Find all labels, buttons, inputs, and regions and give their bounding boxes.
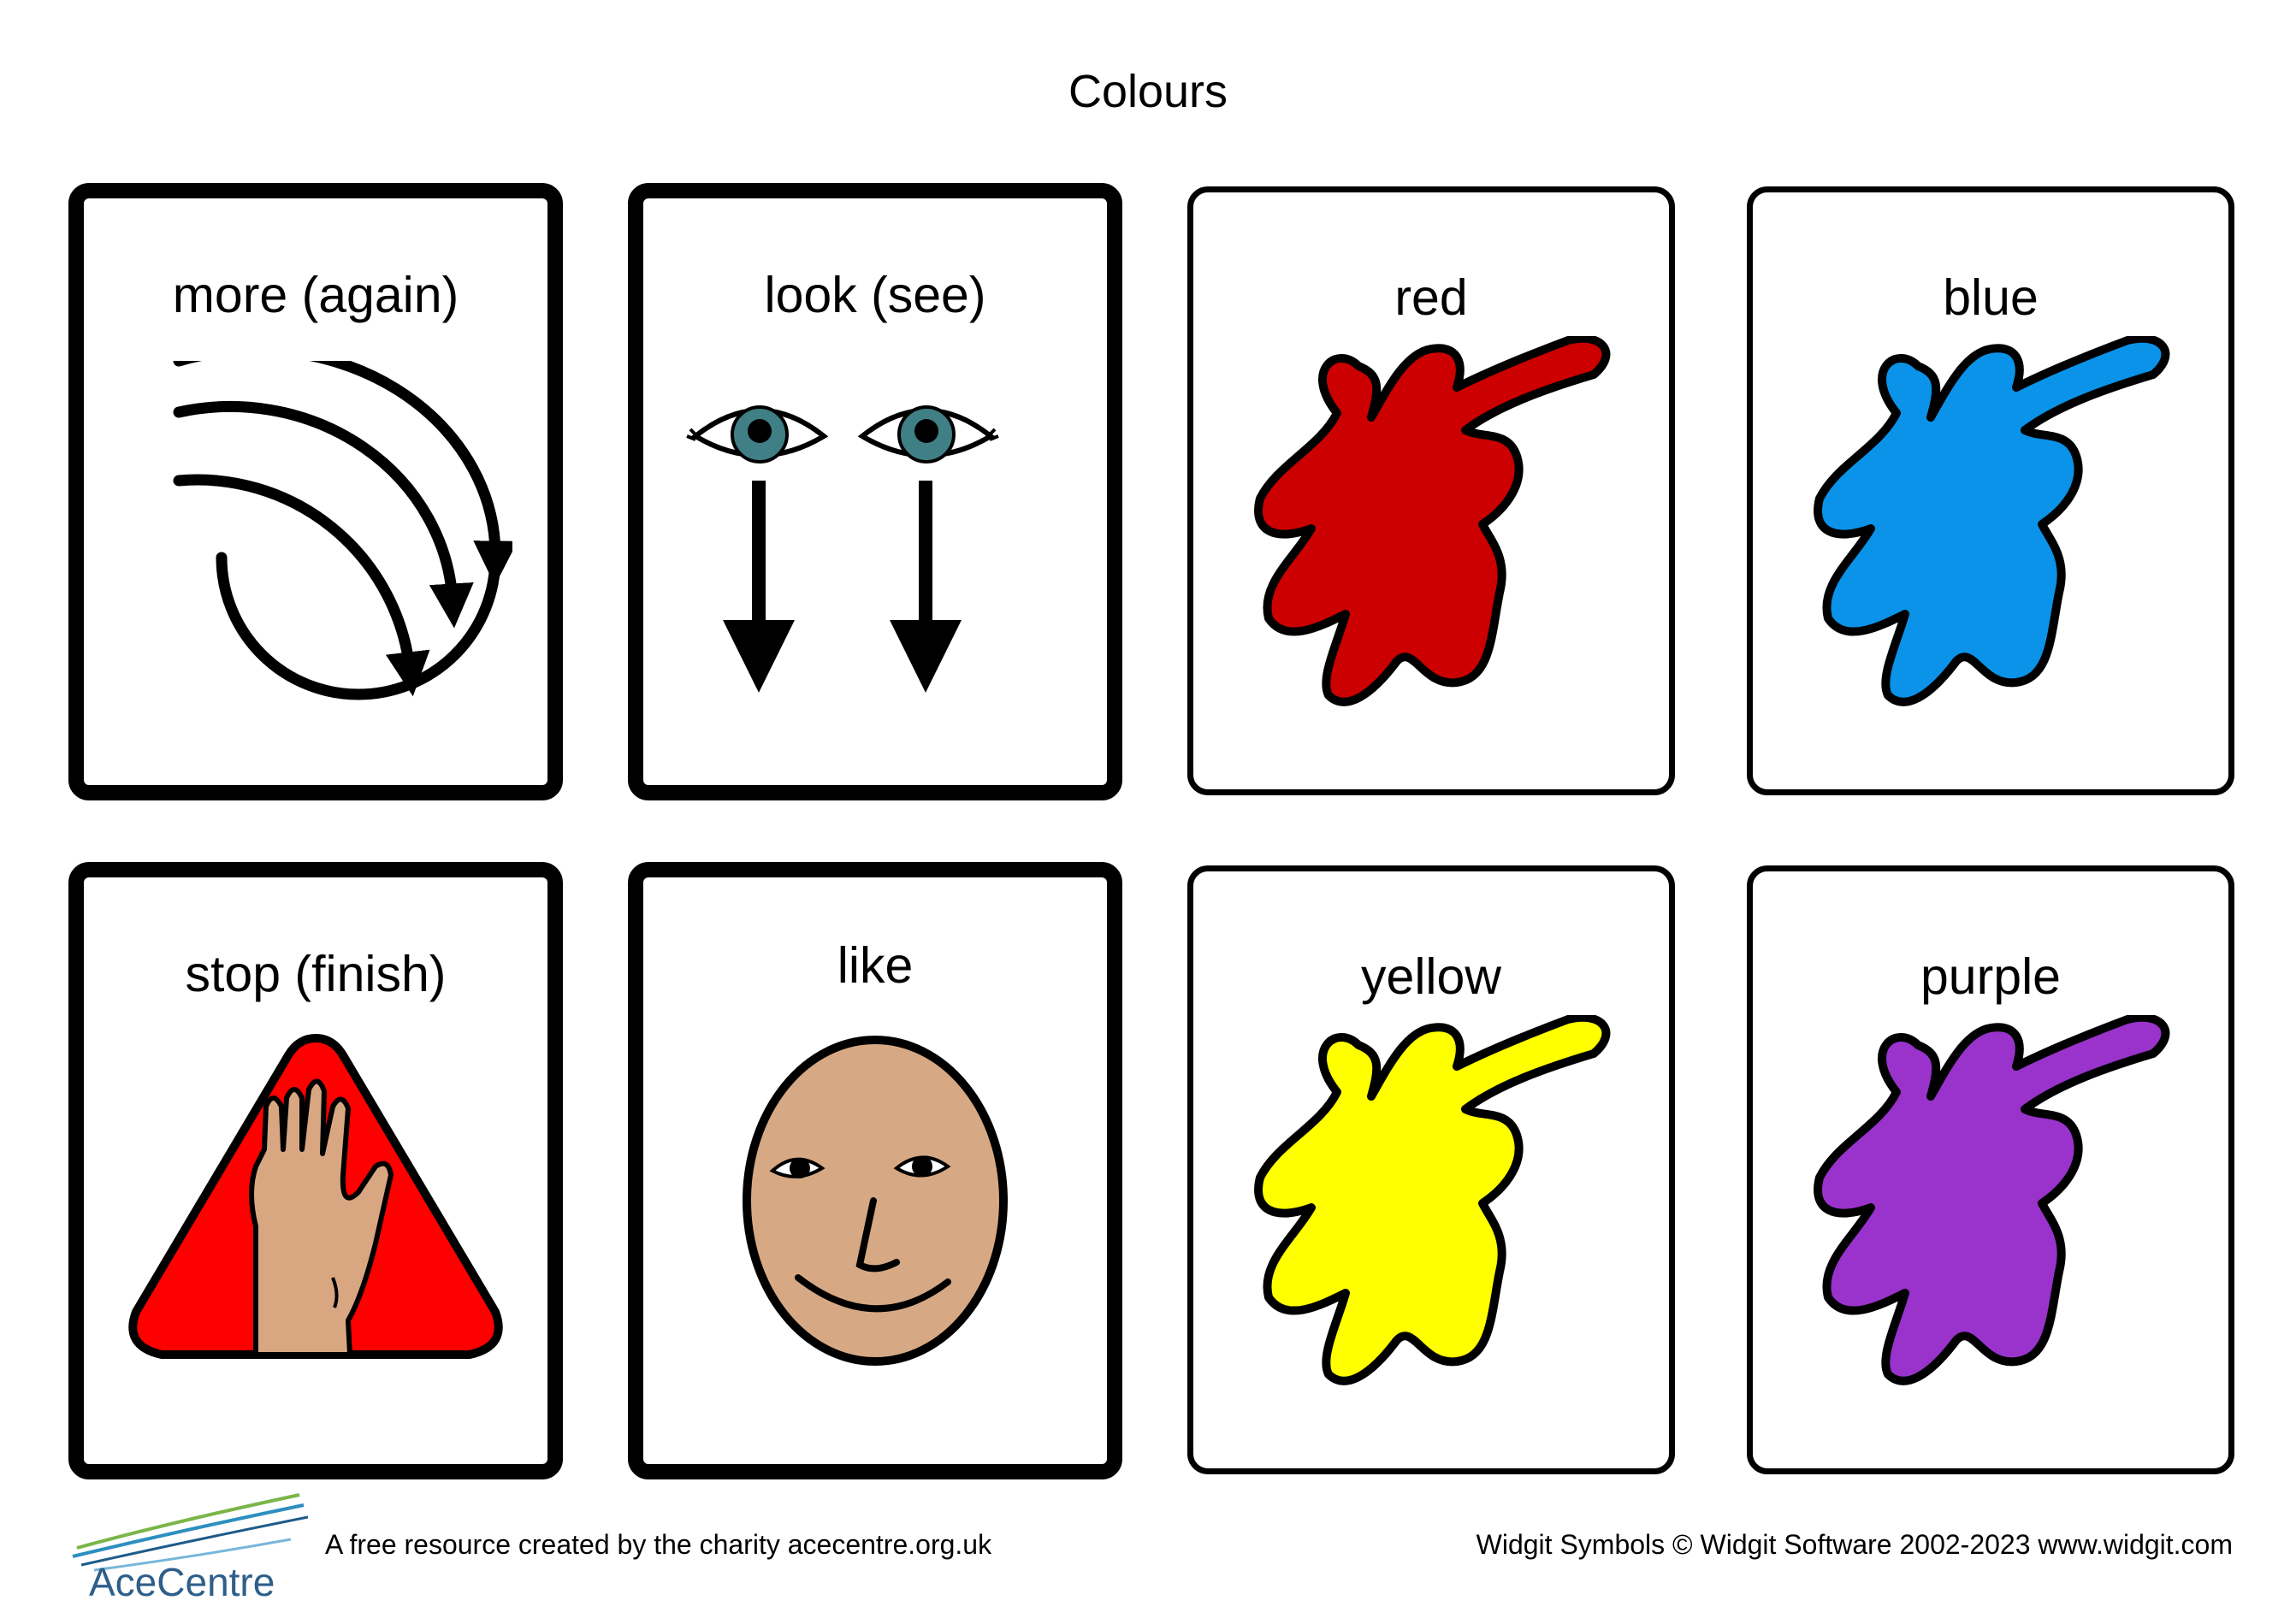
symbol-card-red[interactable]: red xyxy=(1187,186,1675,795)
symbol-card-blue[interactable]: blue xyxy=(1747,186,2234,795)
stop-hand-icon xyxy=(128,1034,503,1359)
more-again-icon xyxy=(173,361,512,700)
widgit-copyright: Widgit Symbols © Widgit Software 2002-20… xyxy=(1476,1529,2233,1560)
eyes-looking-icon xyxy=(686,405,999,693)
paint-splash-icon xyxy=(1802,1015,2179,1391)
card-label: red xyxy=(1394,269,1468,326)
card-label: look (see) xyxy=(764,267,986,323)
resource-credit: A free resource created by the charity a… xyxy=(325,1529,992,1560)
card-label: like xyxy=(837,937,914,994)
card-label: yellow xyxy=(1361,948,1501,1005)
card-label: purple xyxy=(1920,948,2061,1005)
logo-wordmark: AceCentre xyxy=(89,1560,275,1599)
page-title: Colours xyxy=(1068,66,1228,117)
symbol-card-stop[interactable]: stop (finish) xyxy=(68,862,563,1479)
symbol-card-yellow[interactable]: yellow xyxy=(1187,865,1675,1474)
symbol-card-more[interactable]: more (again) xyxy=(68,183,563,800)
paint-splash-icon xyxy=(1243,336,1619,712)
paint-splash-icon xyxy=(1243,1015,1619,1391)
card-label: stop (finish) xyxy=(185,946,447,1002)
paint-splash-icon xyxy=(1802,336,2179,712)
symbol-card-purple[interactable]: purple xyxy=(1747,865,2234,1474)
card-label: more (again) xyxy=(172,267,459,323)
symbol-card-look[interactable]: look (see) xyxy=(628,183,1122,800)
symbol-card-like[interactable]: like xyxy=(628,862,1122,1479)
smiling-face-icon xyxy=(743,1036,1008,1366)
card-label: blue xyxy=(1943,269,2039,326)
acecentre-logo: AceCentre xyxy=(68,1488,317,1604)
